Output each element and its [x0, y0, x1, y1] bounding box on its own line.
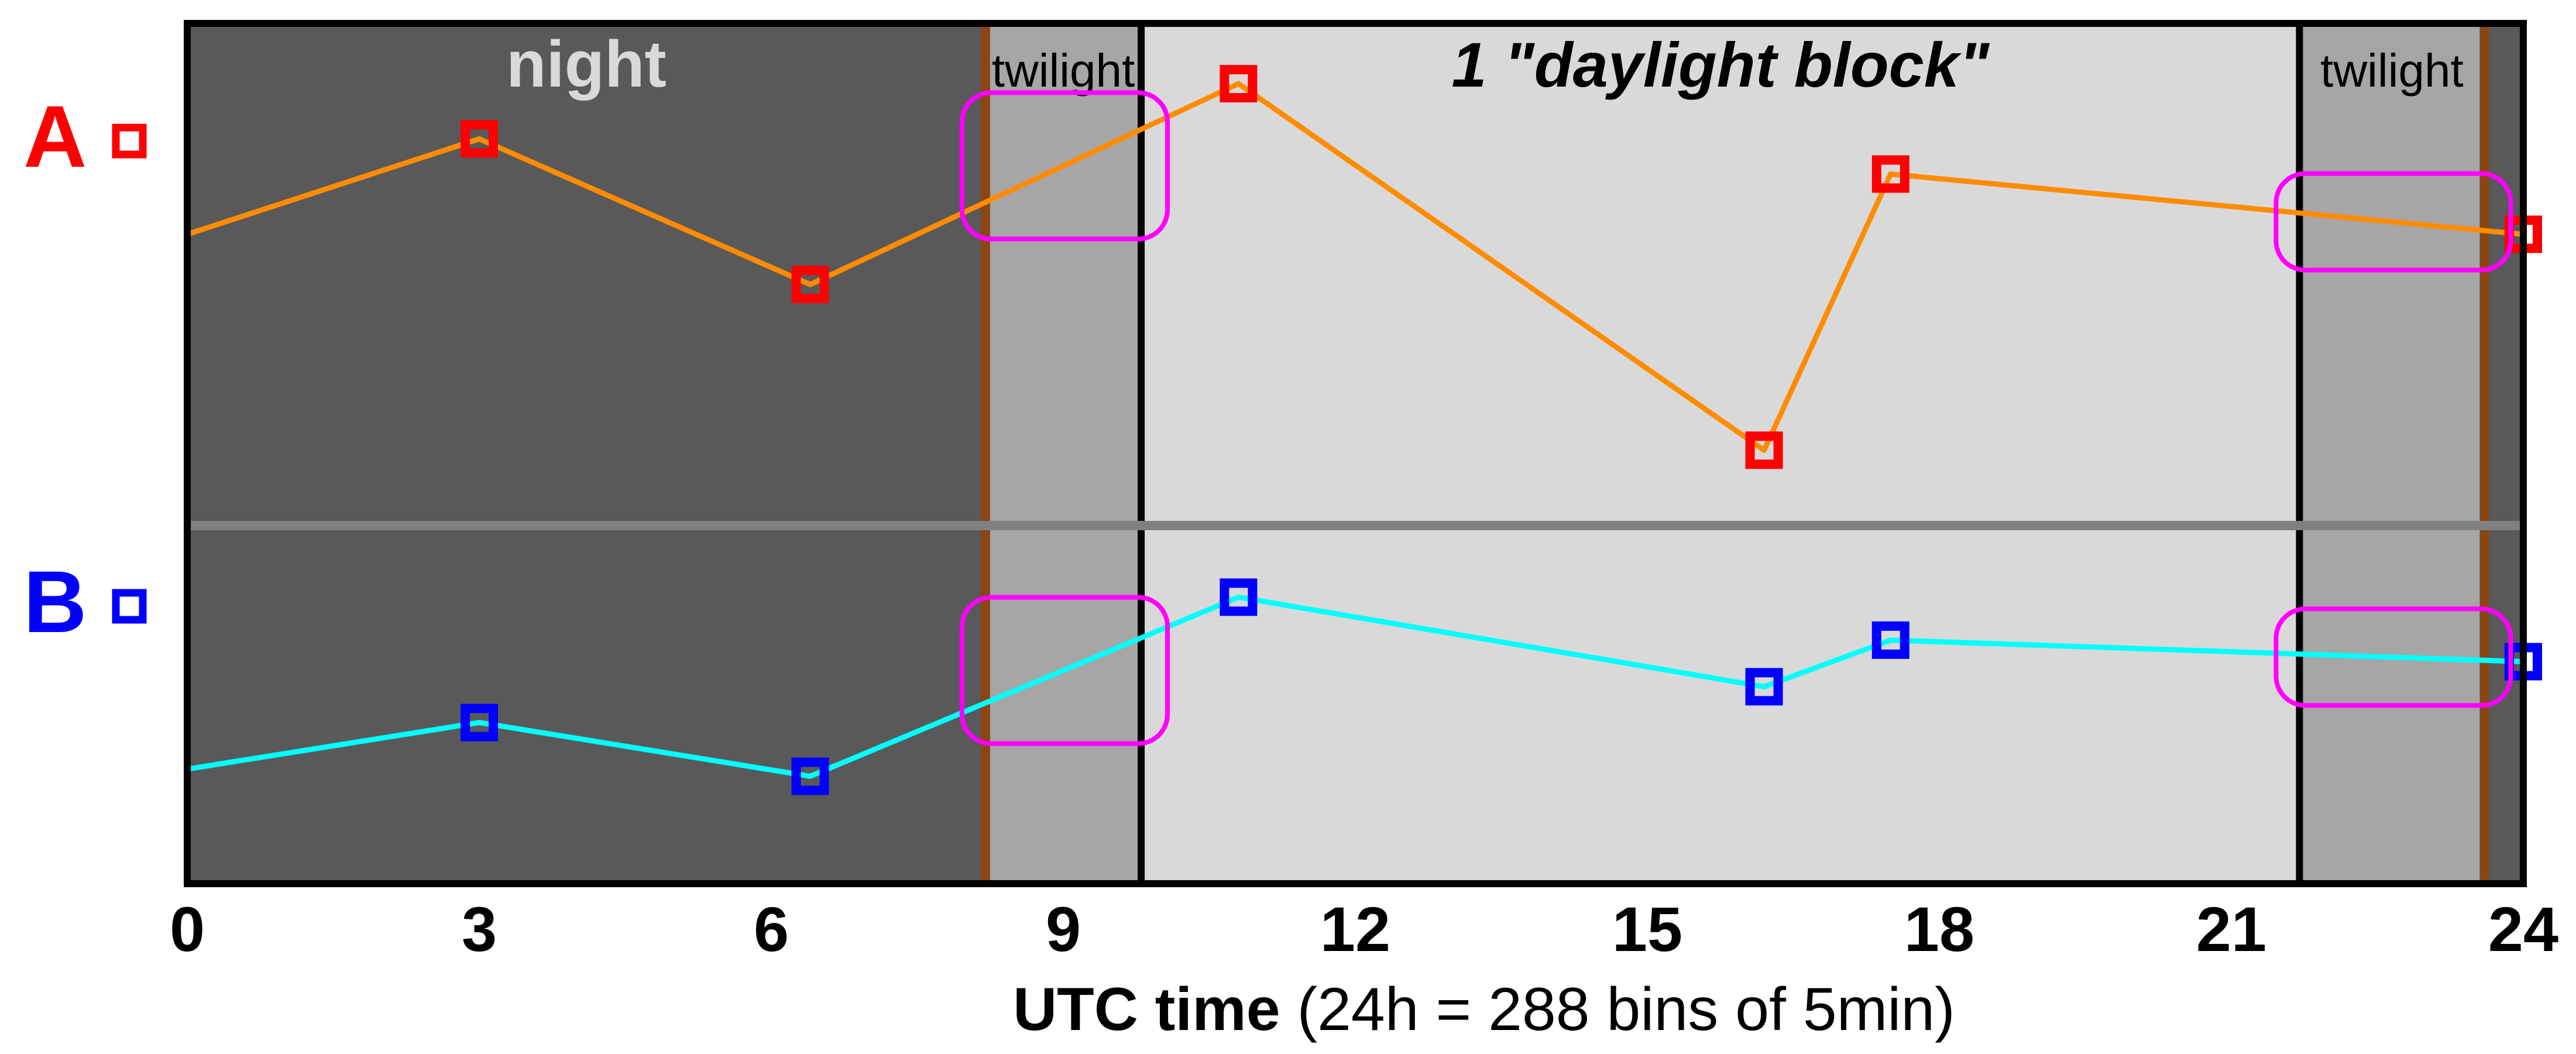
highlight-box-B	[959, 595, 1170, 746]
band-daylight	[1141, 23, 2300, 884]
x-axis-label-main: UTC time	[1013, 976, 1297, 1043]
legend-marker-A	[112, 123, 147, 159]
x-tick-label: 12	[1320, 894, 1390, 964]
x-tick-label: 18	[1904, 894, 1974, 964]
plot-frame	[184, 20, 2527, 887]
series-line-B	[187, 594, 2524, 779]
background-bands	[187, 23, 2523, 884]
highlight-boxes	[959, 90, 2513, 746]
data-point-B	[1871, 621, 1909, 659]
x-tick-label: 24	[2488, 894, 2558, 964]
band-twilight	[2299, 23, 2485, 884]
highlight-box-A	[959, 90, 1170, 242]
band-night	[2484, 23, 2523, 884]
data-point-A	[1220, 64, 1258, 102]
x-tick-label: 3	[462, 894, 497, 964]
legend-label-A: A	[23, 87, 87, 186]
band-label-night: night	[506, 28, 667, 101]
highlight-box-B	[2273, 606, 2513, 708]
highlight-box-A	[2273, 171, 2513, 273]
data-point-B	[791, 757, 829, 795]
data-point-B	[1745, 668, 1783, 706]
data-point-A	[1871, 155, 1909, 193]
band-labels: night twilight 1 "daylight block" twilight	[506, 28, 2464, 101]
x-axis-ticks: 0 3 6 9 12 15 18 21 24	[170, 894, 2558, 964]
band-label-daylight: 1 "daylight block"	[1451, 29, 1990, 100]
series-line-A	[186, 81, 2524, 453]
band-boundaries	[980, 23, 2489, 884]
series-legend: AB	[23, 87, 147, 651]
data-point-A	[791, 266, 829, 304]
legend-label-B: B	[23, 552, 87, 651]
band-twilight	[985, 23, 1142, 884]
x-tick-label: 9	[1046, 894, 1081, 964]
x-tick-label: 21	[2196, 894, 2266, 964]
band-label-twilight: twilight	[992, 44, 1135, 97]
legend-marker-B	[112, 589, 147, 624]
data-point-B	[1220, 578, 1258, 616]
data-point-A	[461, 120, 498, 158]
x-tick-label: 6	[754, 894, 789, 964]
band-label-twilight: twilight	[2320, 44, 2464, 97]
data-point-B	[461, 703, 498, 741]
x-tick-label: 15	[1612, 894, 1682, 964]
x-axis-label-note: (24h = 288 bins of 5min)	[1297, 976, 1955, 1043]
data-point-A	[1745, 431, 1783, 469]
x-tick-label: 0	[170, 894, 205, 964]
x-axis-label: UTC time (24h = 288 bins of 5min)	[1013, 976, 1955, 1043]
